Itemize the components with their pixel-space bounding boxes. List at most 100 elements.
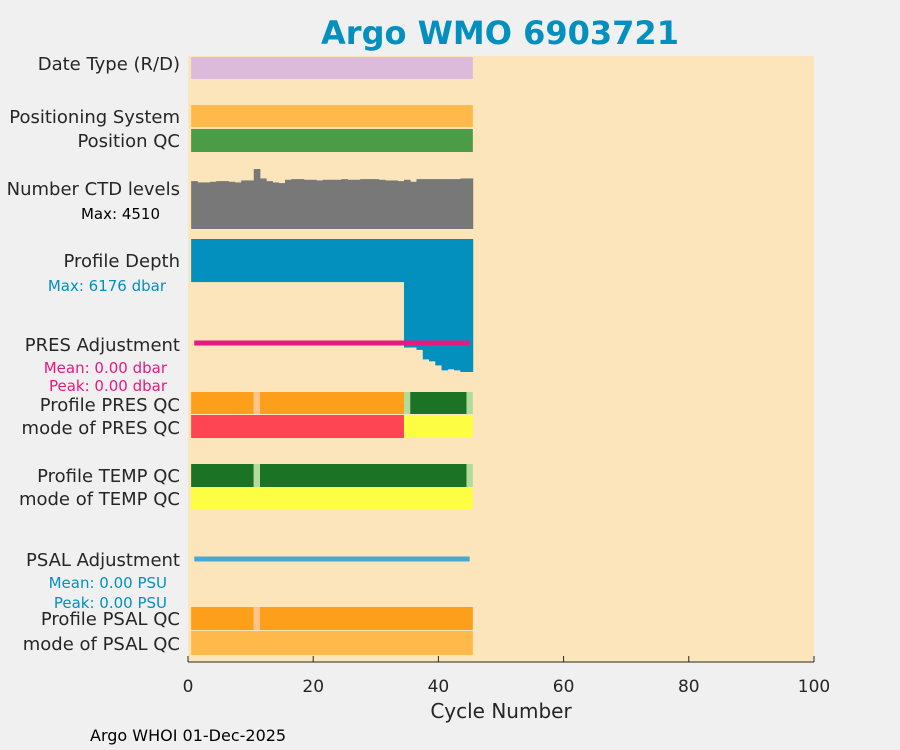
ctd-level-bar: [222, 181, 230, 229]
ctd-level-bar: [360, 179, 367, 229]
ctd-level-bar: [316, 180, 323, 229]
profile-depth-bar: [410, 239, 417, 348]
ctd-level-bar: [378, 179, 386, 229]
profile-depth-bar: [454, 239, 461, 371]
row-label: Positioning System: [9, 107, 180, 128]
profile-pres-qc-segment: [410, 392, 467, 414]
x-tick-label: 60: [553, 677, 575, 697]
profile-depth-bar: [241, 239, 248, 283]
profile-psal-qc-segment: [259, 607, 473, 630]
ctd-level-bar: [191, 181, 198, 229]
ctd-level-bar: [322, 179, 330, 229]
ctd-level-bar: [422, 179, 430, 229]
row-sublabel: Max: 6176 dbar: [48, 277, 167, 295]
profile-depth-bar: [191, 239, 198, 283]
profile-depth-bar: [303, 239, 311, 283]
profile-psal-qc-segment: [253, 607, 260, 630]
ctd-level-bar: [466, 178, 474, 229]
profile-depth-bar: [460, 239, 467, 372]
ctd-level-bar: [391, 180, 399, 229]
ctd-level-bar: [347, 179, 355, 229]
ctd-level-bar: [335, 179, 342, 229]
profile-temp-qc-segment: [259, 464, 467, 487]
row-sublabel: Max: 4510: [81, 205, 160, 223]
date-type-bar: [191, 57, 473, 79]
ctd-level-bar: [310, 179, 317, 229]
mode-pres-qc-segment: [191, 415, 404, 438]
ctd-level-bar: [259, 178, 267, 229]
ctd-level-bar: [454, 179, 461, 229]
ctd-level-bar: [297, 179, 305, 229]
row-label: Profile Depth: [63, 251, 180, 272]
ctd-level-bar: [397, 181, 405, 229]
chart-title: Argo WMO 6903721: [321, 14, 679, 52]
ctd-level-bar: [203, 182, 211, 229]
x-tick-label: 100: [798, 677, 830, 697]
mode-temp-qc-segment: [191, 488, 473, 510]
ctd-level-bar: [272, 182, 280, 229]
profile-depth-bar: [203, 239, 211, 283]
row-label: Profile PRES QC: [40, 395, 180, 416]
profile-depth-bar: [297, 239, 305, 283]
ctd-level-bar: [341, 179, 349, 229]
ctd-level-bar: [385, 180, 392, 229]
profile-pres-qc-segment: [466, 392, 473, 414]
profile-depth-bar: [441, 239, 449, 371]
profile-depth-bar: [435, 239, 442, 366]
row-label: Number CTD levels: [7, 179, 180, 200]
row-label: mode of PSAL QC: [23, 634, 180, 655]
ctd-level-bar: [447, 179, 455, 229]
row-label: PSAL Adjustment: [26, 550, 180, 571]
profile-depth-bar: [247, 239, 255, 283]
ctd-level-bar: [429, 179, 436, 229]
profile-pres-qc-segment: [259, 392, 404, 414]
profile-depth-bar: [316, 239, 323, 283]
profile-depth-bar: [310, 239, 317, 283]
ctd-level-bar: [285, 179, 292, 229]
mode-psal-qc-segment: [191, 631, 473, 655]
ctd-level-bar: [209, 181, 217, 229]
profile-pres-qc-segment: [253, 392, 260, 414]
ctd-level-bar: [247, 180, 255, 229]
profile-depth-bar: [422, 239, 430, 360]
profile-depth-bar: [266, 239, 273, 283]
position-qc-bar: [191, 129, 473, 152]
profile-depth-bar: [429, 239, 436, 362]
ctd-level-bar: [278, 183, 286, 229]
profile-temp-qc-segment: [253, 464, 260, 487]
profile-depth-bar: [272, 239, 280, 283]
ctd-level-bar: [253, 169, 261, 229]
profile-depth-bar: [397, 239, 405, 283]
ctd-level-bar: [197, 182, 205, 229]
row-label: Profile PSAL QC: [41, 609, 180, 630]
x-axis-label: Cycle Number: [430, 699, 572, 723]
ctd-level-bar: [291, 179, 298, 229]
profile-depth-bar: [209, 239, 217, 283]
profile-depth-bar: [347, 239, 355, 283]
profile-depth-bar: [372, 239, 380, 283]
ctd-level-bar: [403, 179, 411, 229]
ctd-level-bar: [303, 179, 311, 229]
profile-pres-qc-segment: [191, 392, 254, 414]
profile-depth-bar: [447, 239, 455, 370]
profile-depth-bar: [416, 239, 424, 350]
profile-depth-bar: [366, 239, 374, 283]
x-tick-label: 40: [428, 677, 450, 697]
row-label: PRES Adjustment: [25, 335, 180, 356]
row-sublabel: Mean: 0.00 dbar: [44, 359, 168, 377]
profile-depth-bar: [222, 239, 230, 283]
x-tick-label: 20: [302, 677, 324, 697]
row-label: mode of TEMP QC: [19, 489, 180, 510]
profile-depth-bar: [322, 239, 330, 283]
ctd-level-bar: [216, 181, 223, 229]
ctd-level-bar: [353, 179, 361, 229]
profile-depth-bar: [466, 239, 474, 372]
profile-depth-bar: [197, 239, 205, 283]
profile-depth-bar: [403, 239, 411, 348]
profile-depth-bar: [378, 239, 386, 283]
ctd-level-bar: [410, 181, 417, 229]
row-label: mode of PRES QC: [22, 418, 180, 439]
row-sublabel: Peak: 0.00 PSU: [54, 594, 167, 612]
ctd-level-bar: [441, 179, 449, 229]
